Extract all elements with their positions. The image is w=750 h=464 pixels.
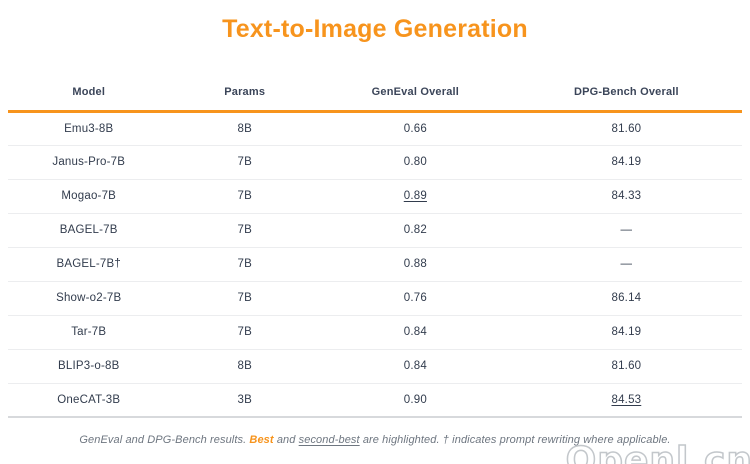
cell-geneval: 0.90 xyxy=(319,383,511,418)
cell-geneval: 0.84 xyxy=(319,349,511,384)
cell-dpg: 86.14 xyxy=(510,281,742,316)
footnote-text-1: GenEval and DPG-Bench results. xyxy=(79,434,250,446)
cell-geneval: 0.66 xyxy=(319,111,511,146)
cell-geneval: 0.76 xyxy=(319,281,511,316)
table-row: Show-o2-7B 7B 0.76 86.14 xyxy=(8,281,742,316)
cell-params: 7B xyxy=(169,145,320,180)
table-row: Emu3-8B 8B 0.66 81.60 xyxy=(8,111,742,146)
cell-model: Mogao-7B xyxy=(8,179,170,214)
table-body: Emu3-8B 8B 0.66 81.60 Janus-Pro-7B 7B 0.… xyxy=(8,111,742,418)
table-row: Janus-Pro-7B 7B 0.80 84.19 xyxy=(8,145,742,180)
cell-params: 7B xyxy=(169,247,320,282)
cell-params: 7B xyxy=(169,179,320,214)
cell-params: 8B xyxy=(169,349,320,384)
cell-geneval: 0.82 xyxy=(319,213,511,248)
cell-model: Show-o2-7B xyxy=(8,281,170,316)
cell-dpg: 84.19 xyxy=(510,145,742,180)
footnote-text-3: are highlighted. † indicates prompt rewr… xyxy=(359,434,671,446)
column-header-model: Model xyxy=(8,75,170,113)
cell-model: Janus-Pro-7B xyxy=(8,145,170,180)
footnote-second-best-label: second-best xyxy=(298,434,360,446)
table-row: BAGEL-7B 7B 0.82 — xyxy=(8,213,742,248)
cell-params: 3B xyxy=(169,383,320,418)
watermark-openl-logo: Openl.cn xyxy=(565,439,750,464)
cell-dpg: 81.60 xyxy=(510,111,742,146)
cell-model: BAGEL-7B xyxy=(8,213,170,248)
column-header-dpg: DPG-Bench Overall xyxy=(510,75,742,113)
column-header-geneval: GenEval Overall xyxy=(319,75,511,113)
cell-model: Tar-7B xyxy=(8,315,170,350)
table-header-row: Model Params GenEval Overall DPG-Bench O… xyxy=(8,75,742,113)
cell-dpg: 84.53 xyxy=(510,383,742,418)
footnote-best-label: Best xyxy=(249,434,274,446)
table-row: BLIP3-o-8B 8B 0.84 81.60 xyxy=(8,349,742,384)
results-table: Model Params GenEval Overall DPG-Bench O… xyxy=(8,75,742,418)
cell-geneval: 0.80 xyxy=(319,145,511,180)
cell-model: OneCAT-3B xyxy=(8,383,170,418)
cell-geneval: 0.84 xyxy=(319,315,511,350)
cell-model: BLIP3-o-8B xyxy=(8,349,170,384)
footnote-text-2: and xyxy=(273,434,299,446)
cell-model: Emu3-8B xyxy=(8,111,170,146)
cell-params: 8B xyxy=(169,111,320,146)
table-row: BAGEL-7B† 7B 0.88 — xyxy=(8,247,742,282)
table-row: OneCAT-3B 3B 0.90 84.53 xyxy=(8,383,742,418)
table-row: Mogao-7B 7B 0.89 84.33 xyxy=(8,179,742,214)
cell-params: 7B xyxy=(169,213,320,248)
footnote: GenEval and DPG-Bench results. Best and … xyxy=(0,434,750,446)
cell-dpg: — xyxy=(510,213,742,248)
table-header: Model Params GenEval Overall DPG-Bench O… xyxy=(8,75,742,113)
cell-dpg: — xyxy=(510,247,742,282)
table-row: Tar-7B 7B 0.84 84.19 xyxy=(8,315,742,350)
cell-dpg: 84.33 xyxy=(510,179,742,214)
page-title: Text-to-Image Generation xyxy=(222,15,528,43)
column-header-params: Params xyxy=(169,75,320,113)
cell-params: 7B xyxy=(169,281,320,316)
cell-geneval: 0.88 xyxy=(319,247,511,282)
cell-dpg: 84.19 xyxy=(510,315,742,350)
cell-dpg: 81.60 xyxy=(510,349,742,384)
cell-geneval: 0.89 xyxy=(319,179,511,214)
cell-params: 7B xyxy=(169,315,320,350)
cell-model: BAGEL-7B† xyxy=(8,247,170,282)
